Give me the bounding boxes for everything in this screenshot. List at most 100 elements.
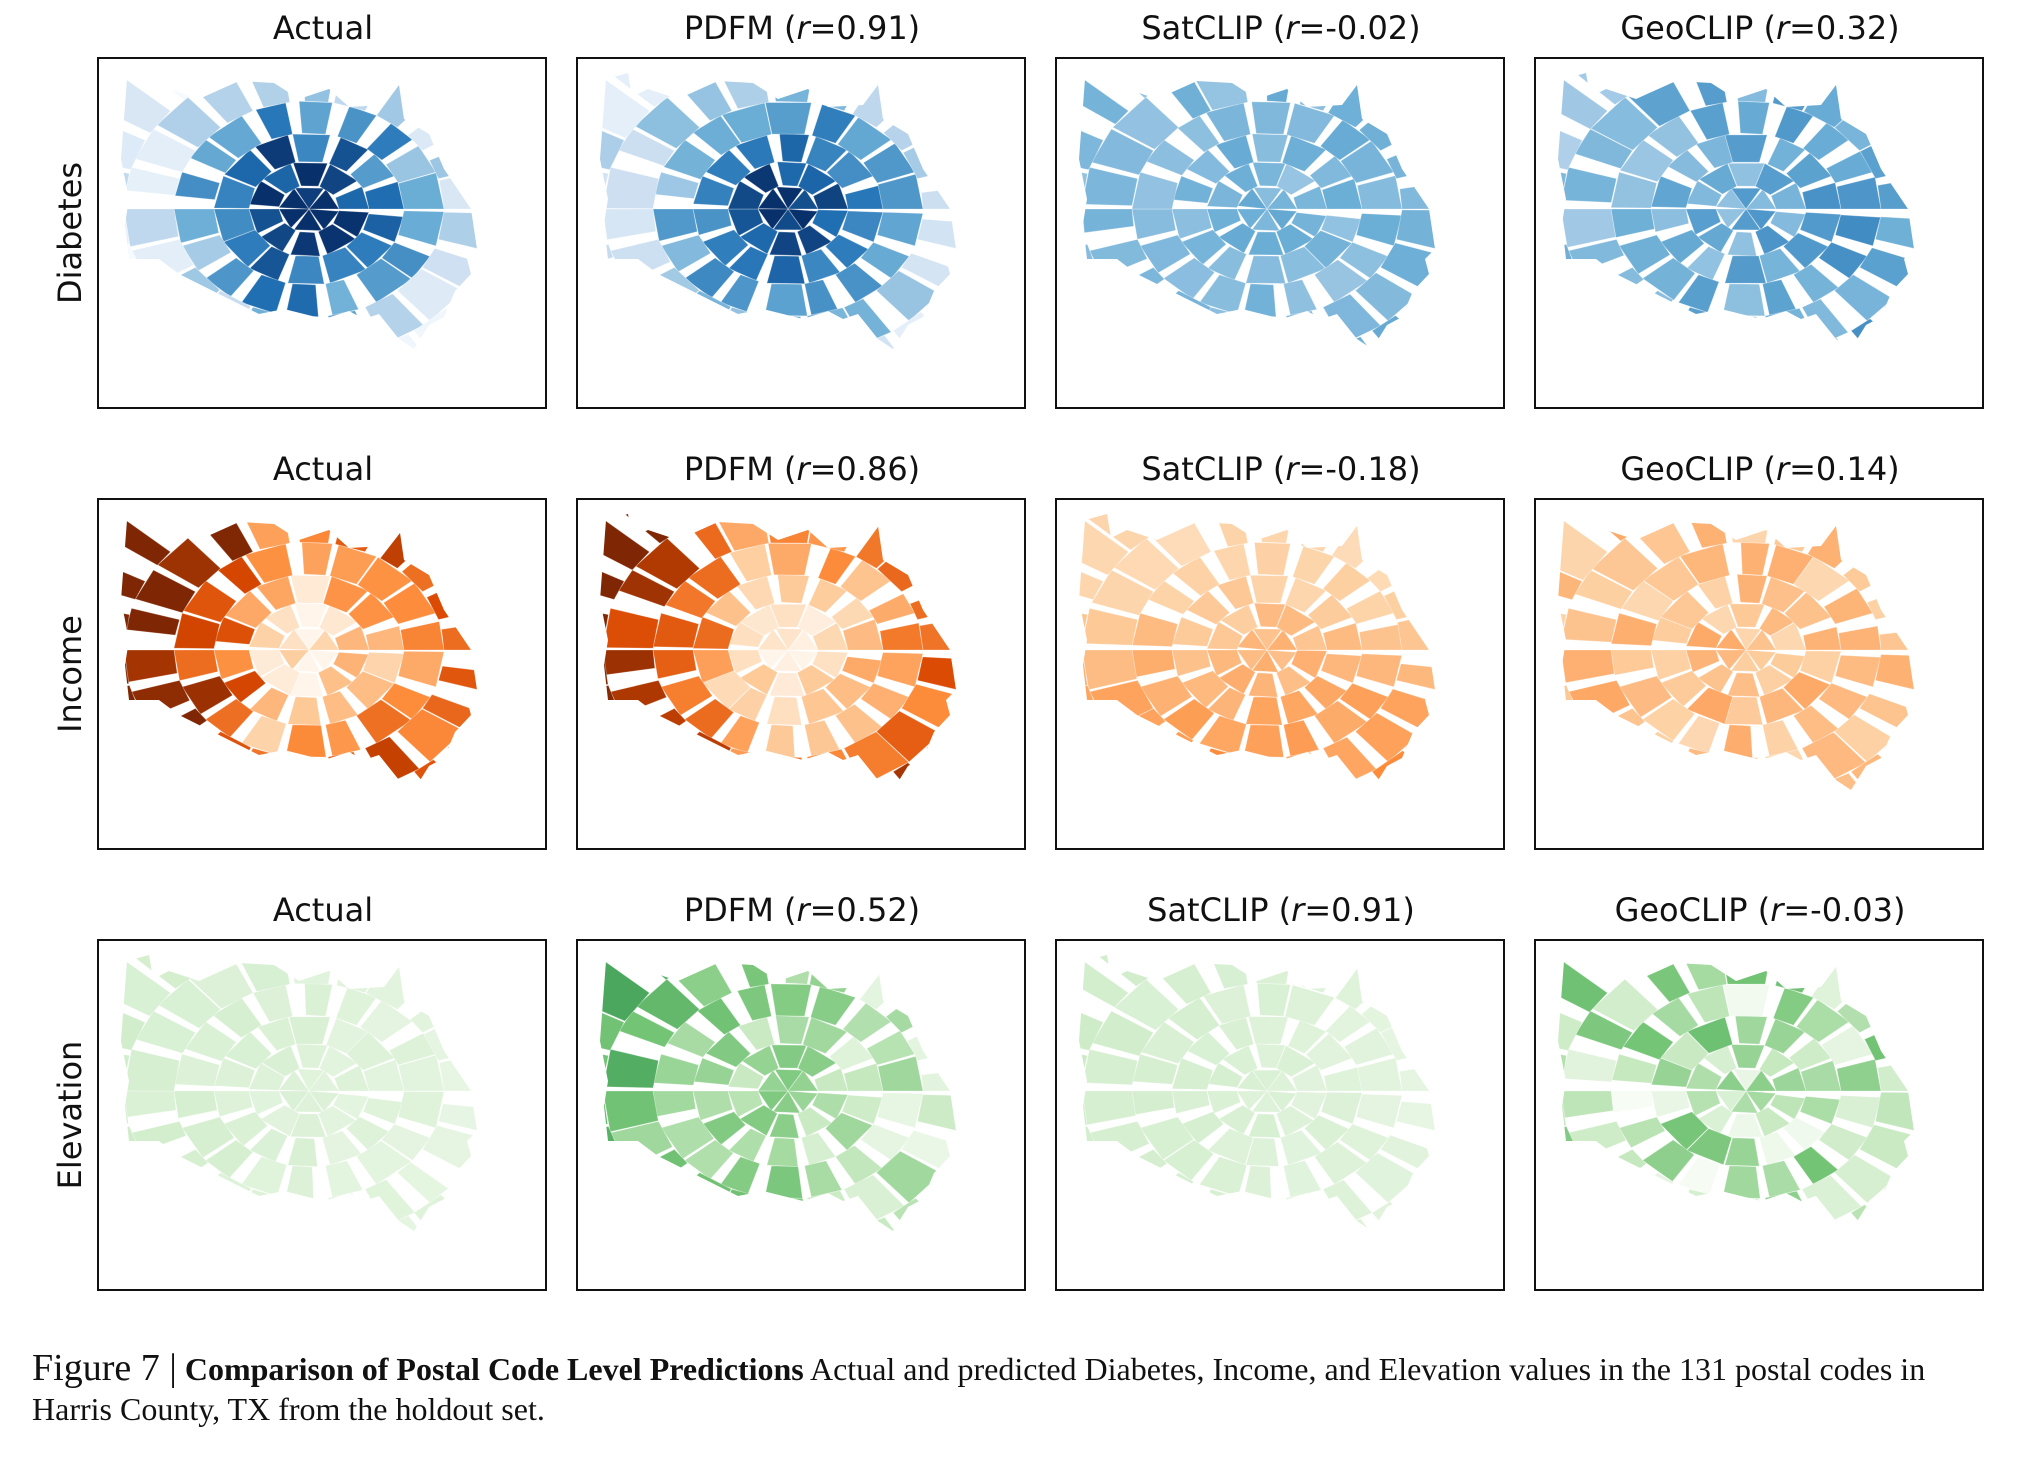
postal-code-area [483,138,545,174]
postal-code-area [1561,607,1617,643]
postal-code-area [1110,1148,1168,1191]
postal-code-area [1921,1023,1982,1056]
postal-code-area [875,710,942,763]
postal-code-area [757,649,789,670]
postal-code-area [921,1068,956,1092]
postal-code-area [1828,514,1895,529]
postal-code-area [1573,128,1633,170]
postal-code-area [1833,274,1894,322]
postal-code-area [1413,82,1435,141]
postal-code-area [1088,238,1148,278]
postal-code-area [1722,984,1770,1017]
postal-code-area [1436,566,1503,615]
postal-code-area [602,649,656,676]
postal-code-area [1399,181,1435,210]
postal-code-area [362,1097,404,1125]
postal-code-area [1247,231,1285,256]
postal-code-area [1610,208,1655,238]
postal-code-area [844,185,884,210]
postal-code-area [1883,284,1914,348]
postal-code-area [936,967,956,1023]
postal-code-area [353,941,402,953]
postal-code-area [121,111,146,171]
postal-code-area [121,747,193,790]
postal-code-area [1358,624,1403,651]
postal-code-area [489,654,545,700]
postal-code-area [160,771,243,790]
postal-code-area [386,514,458,529]
postal-code-area [1745,629,1777,651]
postal-code-area [892,762,956,790]
postal-code-area [334,514,387,553]
postal-code-area [489,1097,545,1141]
postal-code-area [1724,255,1767,284]
postal-code-area [364,181,405,210]
postal-code-area [121,73,172,134]
postal-code-area [213,175,256,209]
postal-code-area [1371,750,1435,790]
postal-code-area [160,330,240,349]
postal-code-area [692,208,733,236]
postal-code-area [600,1125,622,1180]
postal-code-area [450,957,477,1023]
postal-code-area [1409,517,1435,582]
choropleth-map [1558,514,1914,790]
postal-code-area [1450,181,1503,209]
postal-code-area [1081,166,1138,207]
postal-code-area [600,599,609,645]
postal-code-area [304,982,333,1017]
postal-code-area [478,566,545,615]
postal-code-area [1251,133,1289,163]
postal-code-area [1850,753,1914,790]
postal-code-area [330,1229,397,1231]
postal-code-area [1560,649,1615,684]
postal-code-area [302,73,336,103]
postal-code-area [1145,290,1212,345]
postal-code-area [1236,1090,1268,1111]
caption-text: Actual and predicted Diabetes, Income, a… [32,1351,1926,1427]
postal-code-area [365,956,431,1010]
choropleth-map [121,514,545,790]
postal-code-area [1079,277,1119,334]
postal-code-area [710,1188,762,1231]
postal-code-area [777,574,810,604]
postal-code-area [1610,649,1655,676]
postal-code-area [1451,1070,1503,1091]
postal-code-area [1430,695,1435,748]
postal-code-area [1758,1131,1797,1166]
postal-code-area [1899,92,1914,141]
postal-code-area [1288,1229,1355,1231]
postal-code-area [1715,208,1747,229]
postal-code-area [397,1091,445,1129]
postal-code-area [1689,102,1730,141]
postal-code-area [807,514,866,553]
postal-code-area [876,211,924,247]
postal-code-area [892,1197,956,1231]
postal-code-area [600,111,625,171]
figure: Diabetes Actual PDFM (r=0.91) SatCLIP (r=-0… [51,9,1984,1291]
postal-code-area [231,306,282,349]
postal-code-area [1724,1137,1760,1167]
postal-code-area [1174,787,1225,790]
postal-code-area [1079,111,1104,171]
postal-code-area [1131,649,1176,678]
postal-code-area [1189,747,1237,790]
postal-code-area [1834,1095,1882,1129]
postal-code-area [285,724,327,758]
postal-code-area [1430,1137,1435,1189]
postal-code-area [1833,1154,1896,1204]
postal-code-area [1558,158,1567,202]
postal-code-area [1355,653,1403,688]
row-label-diabetes: Diabetes [51,161,89,305]
postal-code-area [639,771,708,790]
postal-code-area [1859,247,1914,290]
postal-code-area [731,941,765,947]
postal-code-area [213,1090,253,1118]
postal-code-area [1315,941,1359,953]
postal-code-area [125,607,180,636]
postal-code-area [968,651,1024,699]
postal-code-area [917,1094,956,1134]
postal-code-area [187,73,244,79]
postal-code-area [1664,941,1724,951]
postal-code-area [1289,792,1339,848]
